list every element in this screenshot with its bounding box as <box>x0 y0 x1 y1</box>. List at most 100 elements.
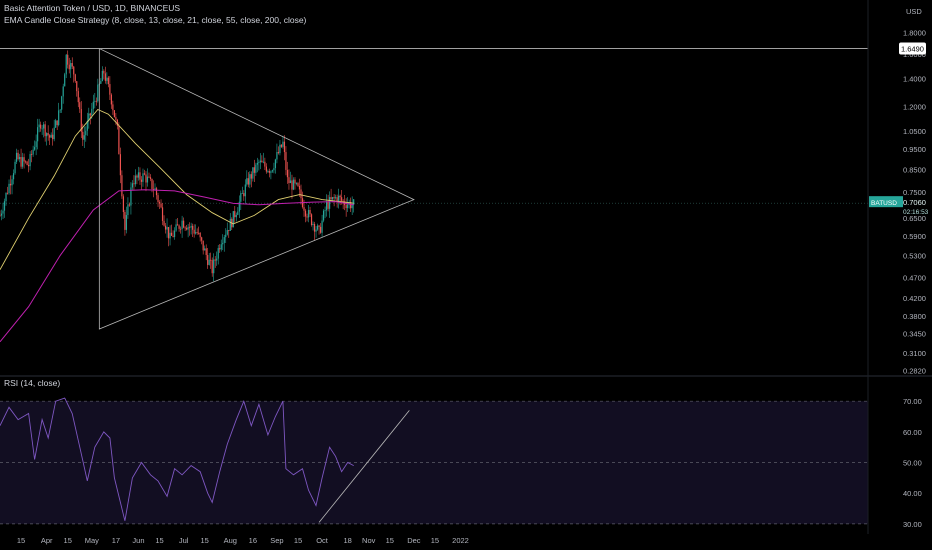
triangle-drawing[interactable] <box>98 47 415 330</box>
candle <box>247 172 249 188</box>
candle-countdown: 02:16:53 <box>903 209 929 216</box>
candle-body <box>115 117 117 120</box>
candle-body <box>316 225 319 230</box>
candle <box>318 224 320 235</box>
candle <box>83 126 85 148</box>
candle <box>289 171 292 184</box>
candle-body <box>328 197 331 209</box>
chart-symbol-title: Basic Attention Token / USD, 1D, BINANCE… <box>4 3 181 13</box>
candle-body <box>353 199 355 205</box>
candle <box>80 101 82 138</box>
candle-body <box>116 119 118 126</box>
candle <box>106 72 108 85</box>
candle-body <box>187 226 189 230</box>
candle <box>195 224 197 235</box>
candle-body <box>88 113 90 122</box>
candle <box>148 172 150 179</box>
candle <box>26 160 28 166</box>
price-tick-label: 0.3800 <box>903 312 926 321</box>
candle-body <box>210 259 212 261</box>
time-tick-label: Jul <box>179 536 189 545</box>
candle <box>184 226 186 232</box>
candle <box>6 186 9 195</box>
candle-body <box>232 211 234 228</box>
candle-body <box>44 124 46 137</box>
candle <box>351 196 353 216</box>
horizontal-line-label: 1.6490 <box>899 42 926 55</box>
candle <box>142 168 144 187</box>
candle-body <box>332 197 334 200</box>
candle-body <box>59 109 61 111</box>
candle-body <box>56 120 58 126</box>
candle <box>267 169 269 173</box>
candle <box>134 169 137 187</box>
candle-body <box>145 174 147 183</box>
candle-body <box>213 259 215 274</box>
candle-body <box>247 178 249 185</box>
candle <box>95 97 97 106</box>
candle-body <box>219 248 221 250</box>
candle-body <box>282 141 284 147</box>
time-axis[interactable]: 15 Apr 15 May 17 Jun 15 Jul 15 Aug 16 Sep 15 Oct 18 Nov… <box>17 536 469 545</box>
candle-body <box>3 201 6 211</box>
candle-body <box>9 183 12 186</box>
candle-body <box>240 193 242 202</box>
time-tick-label: 15 <box>201 536 209 545</box>
candle <box>207 247 209 269</box>
rsi-trendline[interactable] <box>318 410 410 523</box>
candle-body <box>47 133 49 136</box>
candle-body <box>74 74 76 82</box>
candle <box>183 217 185 229</box>
candle-body <box>152 189 155 190</box>
candle-body <box>76 81 78 92</box>
candle <box>345 198 347 217</box>
candle <box>37 118 39 150</box>
candle <box>73 65 75 83</box>
candle <box>205 244 207 261</box>
candle-body <box>58 110 60 126</box>
candle-body <box>208 259 210 265</box>
candle <box>181 215 183 238</box>
candle <box>333 194 335 207</box>
candle <box>62 83 64 104</box>
candle-body <box>345 205 347 209</box>
candle-body <box>137 172 140 178</box>
candle <box>274 158 277 174</box>
candle-body <box>100 81 102 84</box>
candle-body <box>279 144 281 154</box>
candle <box>110 93 112 109</box>
candle-body <box>256 162 258 165</box>
candle-body <box>321 220 323 233</box>
candle-body <box>201 237 203 241</box>
candle-body <box>253 167 255 173</box>
candle <box>282 135 284 149</box>
candle-body <box>109 84 111 95</box>
candle-body <box>91 108 93 116</box>
candle <box>50 132 52 138</box>
candle-body <box>214 259 216 261</box>
candle <box>113 109 115 118</box>
candle <box>232 210 234 228</box>
candle <box>56 120 58 130</box>
candle <box>228 229 230 238</box>
candle <box>58 102 60 127</box>
candle <box>339 194 341 206</box>
candle-body <box>192 225 194 230</box>
candle-body <box>20 157 22 167</box>
candle <box>29 151 31 171</box>
candle <box>23 153 25 169</box>
candle <box>86 112 88 136</box>
candle-body <box>347 204 349 209</box>
current-price-value: 0.7060 <box>903 198 926 207</box>
candle <box>169 225 171 246</box>
candle <box>285 146 287 176</box>
price-tick-label: 1.0500 <box>903 127 926 136</box>
candle <box>46 132 48 146</box>
candle <box>240 190 242 210</box>
candle <box>202 240 204 255</box>
candle <box>2 202 4 220</box>
candle-body <box>312 223 314 226</box>
candle-body <box>97 84 99 102</box>
candle <box>244 179 246 204</box>
